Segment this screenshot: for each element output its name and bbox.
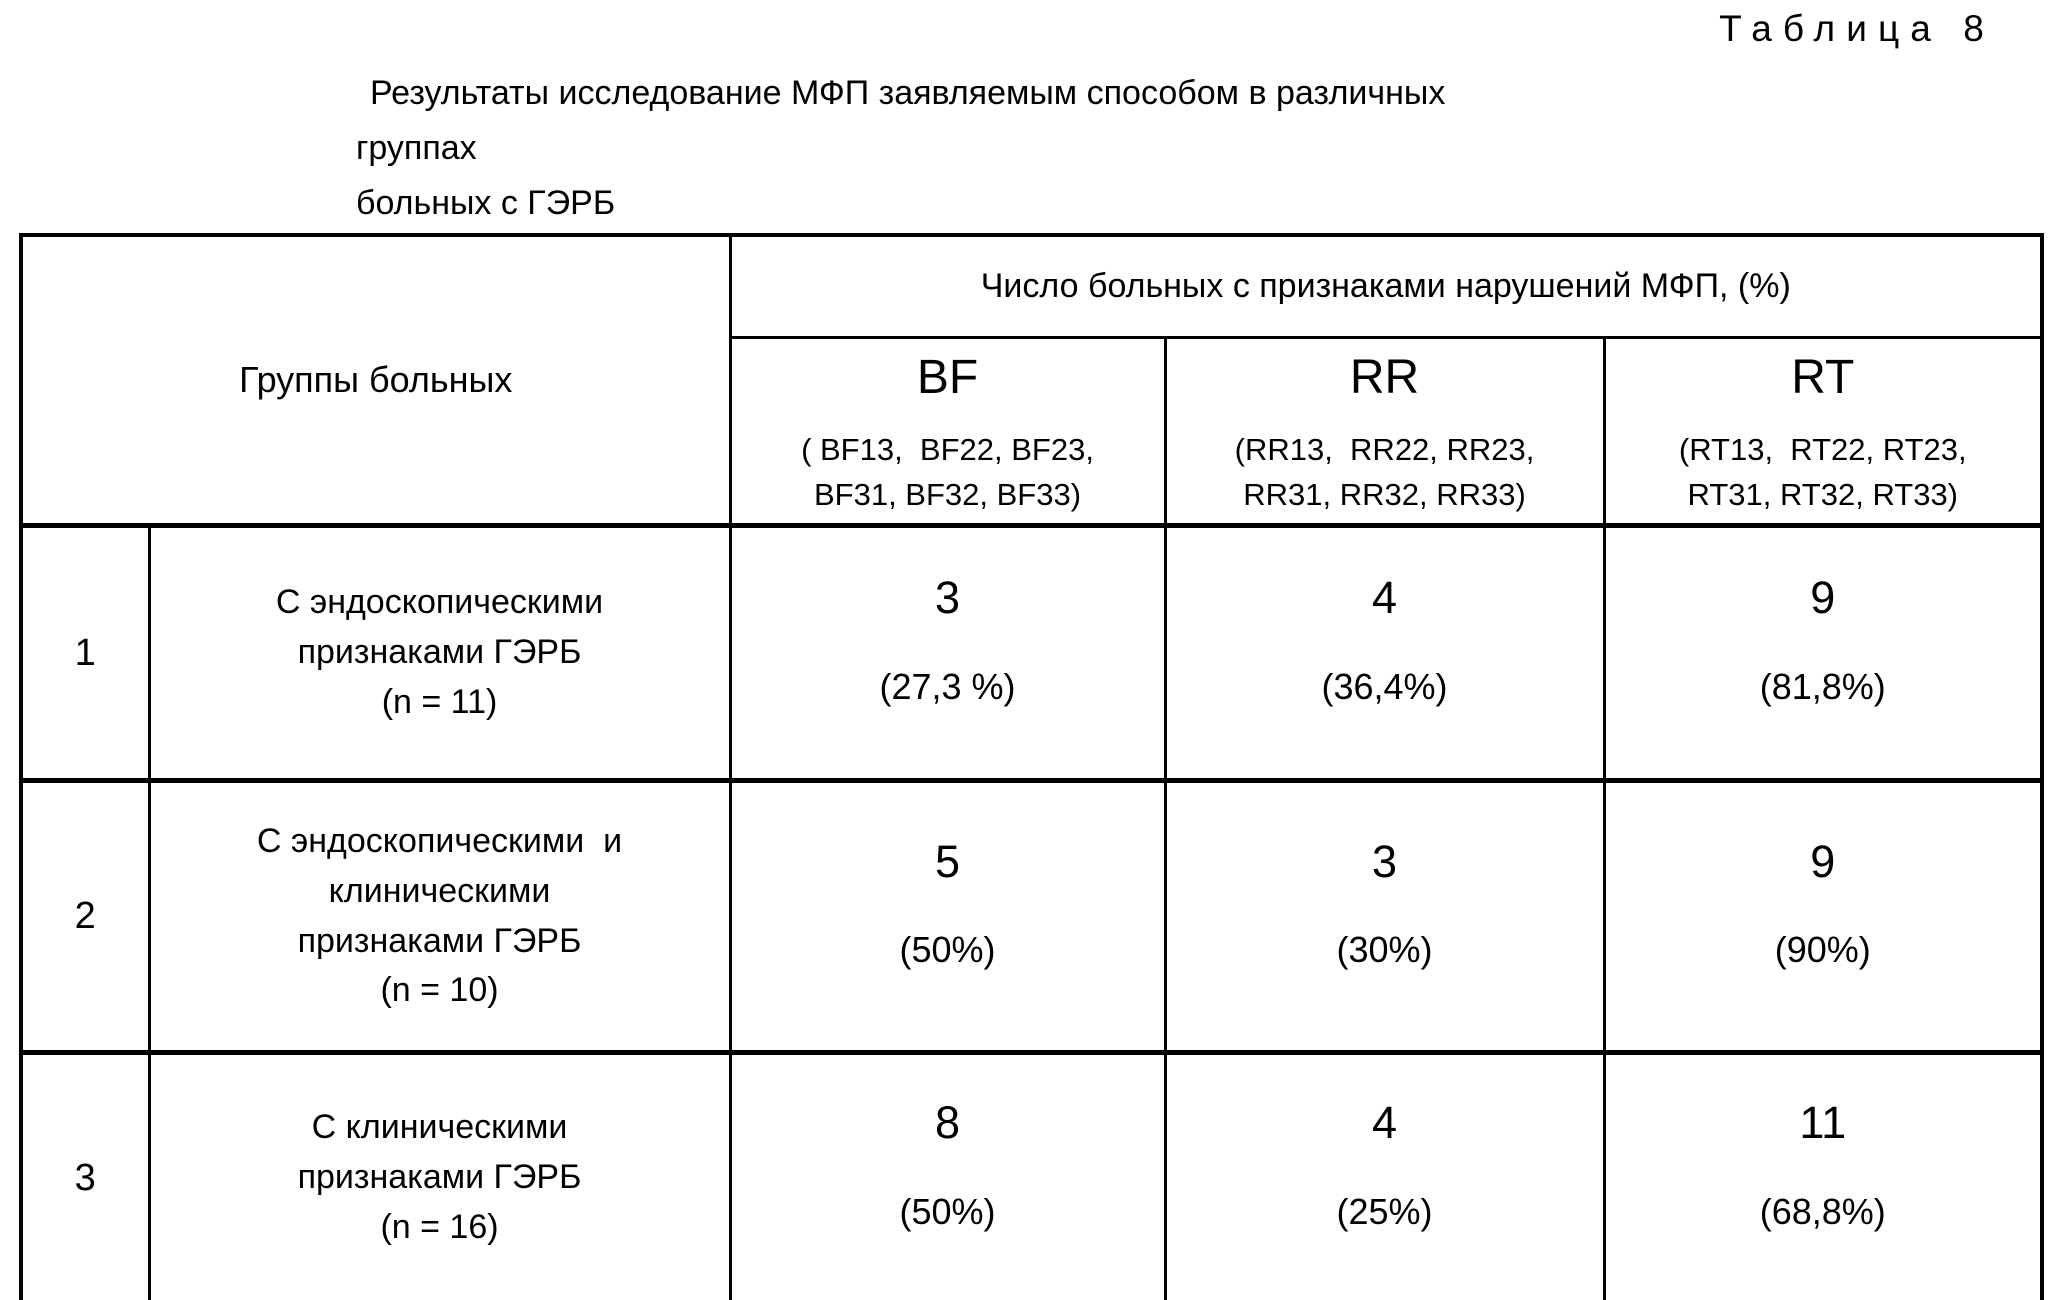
count-value: 9: [1810, 572, 1836, 624]
value-cell-rr: 3 (30%): [1163, 778, 1606, 1054]
patients-count-header: Число больных с признаками нарушений МФП…: [728, 233, 2044, 339]
table-row: 3 С клиническими признаками ГЭРБ (n = 16…: [19, 1050, 2044, 1300]
table-label: Таблица 8: [1719, 8, 1995, 49]
header-row-main: Группы больных Число больных с признакам…: [19, 233, 2044, 527]
percent-value: (27,3 %): [879, 665, 1016, 707]
value-cell-bf: 3 (27,3 %): [728, 523, 1167, 782]
count-value: 4: [1372, 1097, 1398, 1149]
group-column-header: Группы больных: [19, 233, 732, 527]
column-header-bf: BF ( BF13, BF22, BF23, BF31, BF32, BF33): [728, 336, 1167, 527]
value-cell-rt: 11 (68,8%): [1602, 1050, 2044, 1300]
column-code-bf: BF: [916, 350, 979, 404]
percent-value: (50%): [899, 929, 996, 971]
column-detail-bf: ( BF13, BF22, BF23, BF31, BF32, BF33): [801, 432, 1094, 513]
count-value: 5: [935, 835, 961, 887]
table-row: 1 С эндоскопическими признаками ГЭРБ (n …: [19, 523, 2044, 782]
column-header-rr: RR (RR13, RR22, RR23, RR31, RR32, RR33): [1163, 336, 1606, 527]
count-value: 4: [1372, 572, 1398, 624]
count-value: 9: [1810, 835, 1836, 887]
percent-value: (81,8%): [1759, 665, 1886, 707]
table-caption: Результаты исследование МФП заявляемым с…: [356, 74, 1446, 223]
value-cell-bf: 8 (50%): [728, 1050, 1167, 1300]
percent-value: (68,8%): [1759, 1190, 1886, 1232]
column-detail-rr: (RR13, RR22, RR23, RR31, RR32, RR33): [1234, 432, 1535, 513]
table-row: 2 С эндоскопическими и клиническими приз…: [19, 778, 2044, 1054]
group-name-cell: С эндоскопическими признаками ГЭРБ (n = …: [147, 523, 732, 782]
percent-value: (25%): [1336, 1190, 1433, 1232]
count-value: 3: [1372, 835, 1398, 887]
column-code-rr: RR: [1349, 350, 1420, 404]
value-cell-rt: 9 (90%): [1602, 778, 2044, 1054]
column-code-rt: RT: [1791, 350, 1855, 404]
percent-value: (50%): [899, 1190, 996, 1232]
value-cell-rr: 4 (36,4%): [1163, 523, 1606, 782]
row-number-cell: 2: [19, 778, 151, 1054]
header-row-measures: BF ( BF13, BF22, BF23, BF31, BF32, BF33)…: [21, 336, 2044, 527]
value-cell-bf: 5 (50%): [728, 778, 1167, 1054]
count-value: 8: [935, 1097, 961, 1149]
count-value: 11: [1799, 1097, 1847, 1149]
percent-value: (30%): [1336, 929, 1433, 971]
column-header-rt: RT (RT13, RT22, RT23, RT31, RT32, RT33): [1602, 336, 2044, 527]
row-number-cell: 3: [19, 1050, 151, 1300]
percent-value: (90%): [1774, 929, 1871, 971]
group-name-cell: С клиническими признаками ГЭРБ (n = 16): [147, 1050, 732, 1300]
count-value: 3: [935, 572, 961, 624]
value-cell-rt: 9 (81,8%): [1602, 523, 2044, 782]
group-name-cell: С эндоскопическими и клиническими призна…: [147, 778, 732, 1054]
row-number-cell: 1: [19, 523, 151, 782]
results-table: Группы больных Число больных с признакам…: [19, 233, 2045, 1300]
percent-value: (36,4%): [1321, 665, 1448, 707]
column-detail-rt: (RT13, RT22, RT23, RT31, RT32, RT33): [1678, 432, 1967, 513]
value-cell-rr: 4 (25%): [1163, 1050, 1606, 1300]
